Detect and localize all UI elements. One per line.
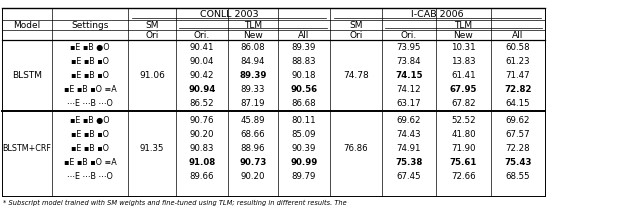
Text: 91.35: 91.35 [140,144,164,153]
Text: 71.90: 71.90 [451,144,476,153]
Text: 61.41: 61.41 [451,71,476,80]
Text: Settings: Settings [71,21,109,30]
Text: 52.52: 52.52 [451,116,476,125]
Text: New: New [243,31,263,40]
Text: 74.43: 74.43 [397,130,421,139]
Text: 75.43: 75.43 [504,158,532,167]
Text: 68.55: 68.55 [506,172,531,181]
Text: ▪E ▪B ▪O ≡A: ▪E ▪B ▪O ≡A [63,158,116,167]
Text: All: All [512,31,524,40]
Text: Ori: Ori [349,31,363,40]
Text: 89.39: 89.39 [292,43,316,52]
Text: ⋯E ⋯B ⋯O: ⋯E ⋯B ⋯O [67,99,113,108]
Text: 75.38: 75.38 [396,158,422,167]
Text: * Subscript model trained with SM weights and fine-tuned using TLM; resulting in: * Subscript model trained with SM weight… [3,200,347,206]
Text: 87.19: 87.19 [241,99,265,108]
Text: ▪E ▪B ▪O: ▪E ▪B ▪O [71,130,109,139]
Text: 72.28: 72.28 [506,144,531,153]
Text: 86.52: 86.52 [189,99,214,108]
Text: 73.84: 73.84 [397,57,421,66]
Text: I-CAB 2006: I-CAB 2006 [411,9,464,18]
Text: 74.91: 74.91 [397,144,421,153]
Text: 90.99: 90.99 [291,158,317,167]
Text: 89.33: 89.33 [241,85,265,94]
Text: 84.94: 84.94 [241,57,265,66]
Text: 13.83: 13.83 [451,57,476,66]
Text: 74.78: 74.78 [343,71,369,80]
Text: 90.20: 90.20 [241,172,265,181]
Text: 10.31: 10.31 [451,43,476,52]
Text: ▪E ▪B ▪O: ▪E ▪B ▪O [71,57,109,66]
Text: 45.89: 45.89 [241,116,265,125]
Text: 63.17: 63.17 [397,99,421,108]
Text: 90.20: 90.20 [189,130,214,139]
Text: 74.15: 74.15 [396,71,423,80]
Text: 90.04: 90.04 [189,57,214,66]
Text: 91.06: 91.06 [139,71,165,80]
Text: ▪E ▪B ▪O: ▪E ▪B ▪O [71,71,109,80]
Text: 72.82: 72.82 [504,85,532,94]
Text: New: New [454,31,474,40]
Text: 69.62: 69.62 [506,116,531,125]
Text: 67.82: 67.82 [451,99,476,108]
Text: Ori.: Ori. [194,31,210,40]
Text: ⋯E ⋯B ⋯O: ⋯E ⋯B ⋯O [67,172,113,181]
Text: 64.15: 64.15 [506,99,531,108]
Text: All: All [298,31,310,40]
Text: 90.41: 90.41 [189,43,214,52]
Text: ▪E ▪B ▪O: ▪E ▪B ▪O [71,144,109,153]
Text: 68.66: 68.66 [241,130,266,139]
Text: 90.73: 90.73 [239,158,267,167]
Text: 67.95: 67.95 [450,85,477,94]
Text: SM: SM [349,21,363,30]
Text: BLSTM: BLSTM [12,71,42,80]
Text: 71.47: 71.47 [506,71,531,80]
Text: 69.62: 69.62 [397,116,421,125]
Text: 86.68: 86.68 [292,99,316,108]
Text: 85.09: 85.09 [292,130,316,139]
Text: 89.66: 89.66 [189,172,214,181]
Text: 90.56: 90.56 [291,85,317,94]
Text: 73.95: 73.95 [397,43,421,52]
Text: 90.18: 90.18 [292,71,316,80]
Text: 74.12: 74.12 [397,85,421,94]
Text: 91.08: 91.08 [188,158,216,167]
Text: TLM: TLM [244,21,262,30]
Text: BLSTM+CRF: BLSTM+CRF [3,144,51,153]
Text: 76.86: 76.86 [344,144,368,153]
Text: Ori: Ori [145,31,159,40]
Text: ▪E ▪B ▪O ≡A: ▪E ▪B ▪O ≡A [63,85,116,94]
Text: Model: Model [13,21,40,30]
Text: 72.66: 72.66 [451,172,476,181]
Text: SM: SM [145,21,159,30]
Text: 89.79: 89.79 [292,172,316,181]
Text: 60.58: 60.58 [506,43,531,52]
Text: ▪E ▪B ●O: ▪E ▪B ●O [70,43,110,52]
Text: 75.61: 75.61 [450,158,477,167]
Text: 61.23: 61.23 [506,57,531,66]
Text: 86.08: 86.08 [241,43,266,52]
Text: 80.11: 80.11 [292,116,316,125]
Text: CONLL 2003: CONLL 2003 [200,9,259,18]
Text: Ori.: Ori. [401,31,417,40]
Text: 89.39: 89.39 [239,71,267,80]
Text: TLM: TLM [454,21,472,30]
Text: ▪E ▪B ●O: ▪E ▪B ●O [70,116,110,125]
Text: 88.83: 88.83 [292,57,316,66]
Text: 41.80: 41.80 [451,130,476,139]
Text: 90.42: 90.42 [189,71,214,80]
Text: 67.45: 67.45 [397,172,421,181]
Text: 90.94: 90.94 [188,85,216,94]
Text: 90.76: 90.76 [189,116,214,125]
Text: 67.57: 67.57 [506,130,531,139]
Text: 90.39: 90.39 [292,144,316,153]
Text: 90.83: 90.83 [189,144,214,153]
Text: 88.96: 88.96 [241,144,265,153]
